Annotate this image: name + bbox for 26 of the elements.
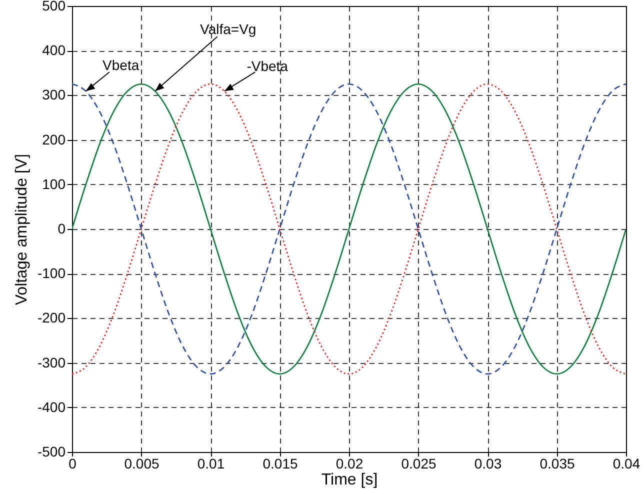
annotation: Vbeta: [102, 57, 140, 74]
x-tick-label: 0.005: [124, 456, 160, 472]
y-tick-label: -500: [37, 444, 66, 460]
x-axis-title: Time [s]: [321, 472, 378, 488]
y-tick-label: 0: [58, 220, 66, 236]
y-tick-label: 100: [42, 176, 66, 192]
x-tick-label: 0.02: [336, 456, 364, 472]
y-tick-label: 200: [42, 131, 66, 148]
y-tick-label: 400: [42, 42, 66, 58]
annotation: Valfa=Vg: [200, 21, 256, 38]
x-tick-label: 0.03: [474, 456, 502, 472]
x-tick-label: 0: [68, 456, 77, 472]
y-axis-title: Voltage amplitude [V]: [13, 154, 30, 306]
x-tick-label: 0.04: [612, 456, 640, 472]
x-tick-label: 0.025: [401, 456, 436, 472]
y-tick-label: -200: [37, 310, 66, 326]
y-tick-label: -100: [37, 265, 66, 282]
y-tick-label: 500: [42, 0, 66, 14]
x-tick-label: 0.01: [197, 456, 225, 472]
y-tick-label: -400: [37, 398, 66, 415]
x-tick-label: 0.015: [262, 456, 298, 472]
y-tick-label: 300: [42, 86, 66, 103]
line-series: [72, 83, 626, 375]
annotation: -Vbeta: [246, 58, 288, 74]
y-tick-label: -300: [37, 354, 66, 370]
x-tick-label: 0.035: [540, 456, 575, 472]
